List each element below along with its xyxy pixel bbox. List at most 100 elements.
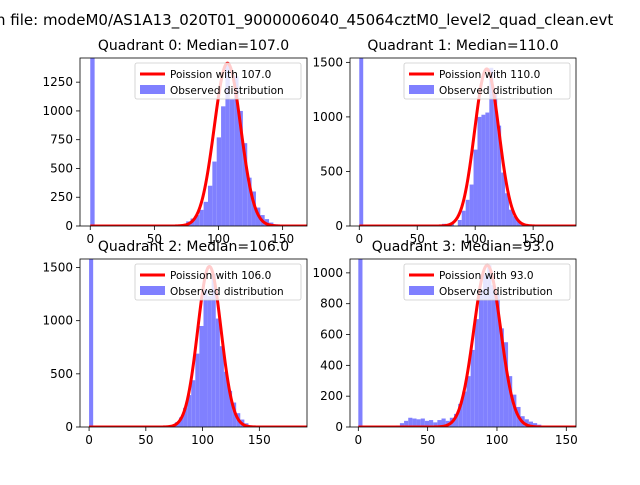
histogram-bar [178, 417, 184, 427]
legend: Poission with 93.0 Observed distribution [403, 263, 571, 301]
histogram-bar [516, 221, 521, 226]
x-tick-label: 100 [191, 433, 214, 447]
y-tick-label: 600 [320, 328, 343, 342]
histogram-bar [191, 380, 196, 427]
histogram-bar [491, 285, 496, 427]
y-tick-label: 0 [65, 219, 73, 233]
histogram-bar [212, 161, 217, 226]
histogram-bar [219, 346, 224, 427]
x-tick-label: 150 [555, 433, 578, 447]
poisson-fit-line [88, 264, 307, 427]
histogram-bar [512, 394, 517, 427]
histogram-bar [458, 403, 463, 427]
y-tick-label: 0 [335, 219, 343, 233]
histogram-bar [408, 417, 413, 427]
histogram-bar [489, 67, 494, 226]
histogram-bar [221, 106, 226, 226]
histogram-bar [493, 94, 498, 226]
histogram-bar [505, 193, 510, 226]
legend: Poission with 107.0 Observed distribution [134, 62, 302, 100]
histogram-bar [528, 421, 534, 427]
histogram-bar [424, 420, 430, 427]
legend-fit-label: Poission with 107.0 [170, 69, 271, 81]
legend-box [403, 62, 571, 100]
histogram-bar [242, 143, 248, 226]
x-tick-label: 150 [522, 232, 545, 246]
y-tick-label: 500 [320, 164, 343, 178]
y-tick-label: 750 [50, 133, 73, 147]
histogram-bar [203, 201, 208, 226]
histogram-bar [499, 328, 504, 427]
axes-frame [349, 57, 577, 227]
y-tick-label: 1000 [312, 266, 343, 280]
y-tick-label: 1500 [42, 261, 73, 275]
legend-fit-label: Poission with 93.0 [439, 270, 534, 282]
histogram-bar [509, 209, 513, 226]
x-tick-label: 50 [420, 433, 435, 447]
histogram-bar [420, 418, 425, 427]
x-tick-label: 100 [464, 232, 487, 246]
histogram-bar [453, 413, 459, 427]
histogram-bar [203, 289, 208, 427]
legend-bar-swatch [140, 85, 165, 94]
histogram-bar [465, 199, 470, 226]
histogram-bar [470, 349, 475, 427]
poisson-fit-line [89, 61, 307, 226]
histogram-bar [483, 274, 488, 427]
subplot-title: Quadrant 1: Median=110.0 [367, 38, 558, 54]
histogram-bar [207, 296, 212, 427]
histogram-bar [251, 191, 256, 226]
histogram-bar [247, 177, 252, 226]
histogram-bar [223, 371, 229, 427]
subplot-title: Quadrant 0: Median=107.0 [98, 38, 289, 54]
histogram-bar [533, 423, 538, 427]
legend-box [403, 263, 571, 301]
histogram-bar [429, 420, 434, 427]
histogram-bar [487, 265, 492, 427]
x-tick-label: 0 [86, 232, 94, 246]
histogram-bar [404, 420, 409, 427]
histogram-bar [211, 273, 216, 427]
histogram-bar [433, 422, 438, 427]
histogram-bar [524, 419, 529, 427]
subplot-title: Quadrant 3: Median=93.0 [372, 239, 554, 255]
y-tick-label: 1250 [42, 75, 73, 89]
x-tick-label: 50 [147, 232, 162, 246]
legend-bar-label: Observed distribution [170, 286, 284, 298]
histogram-bar [216, 137, 222, 226]
x-tick-label: 0 [354, 433, 362, 447]
histogram-bar [437, 420, 442, 427]
legend-bar-label: Observed distribution [439, 286, 553, 298]
subplot-title: Quadrant 2: Median=106.0 [98, 239, 289, 255]
plot-area [88, 259, 307, 427]
figure-suptitle: n file: modeM0/AS1A13_020T01_9000006040_… [0, 11, 613, 30]
histogram-bar [234, 76, 239, 226]
histogram-bar [512, 216, 517, 226]
histogram-bar [399, 423, 405, 427]
y-tick-label: 1500 [312, 55, 343, 69]
y-tick-label: 0 [65, 420, 73, 434]
histogram-bar [501, 172, 506, 226]
x-tick-label: 0 [85, 433, 93, 447]
histogram-bar [195, 353, 200, 427]
legend-bar-swatch [409, 286, 434, 295]
histogram-bar [183, 407, 188, 427]
histogram-bar [229, 99, 235, 226]
subplot-quadrant-0: 0 50 100 150 0 250 500 750 1000 1250 Quadrant 0: M… [42, 38, 308, 246]
plot-area [89, 58, 307, 226]
histogram-bar [477, 116, 482, 226]
histogram-bar [359, 58, 364, 226]
histogram-bar [462, 391, 467, 427]
y-tick-label: 500 [50, 161, 73, 175]
x-tick-label: 100 [207, 232, 230, 246]
histogram-bar [412, 418, 417, 427]
plot-area [357, 259, 576, 427]
x-tick-label: 150 [271, 232, 294, 246]
histogram-bar [485, 112, 490, 226]
histogram-bar [358, 259, 363, 427]
histogram-bar [225, 64, 230, 226]
y-tick-label: 500 [50, 367, 73, 381]
